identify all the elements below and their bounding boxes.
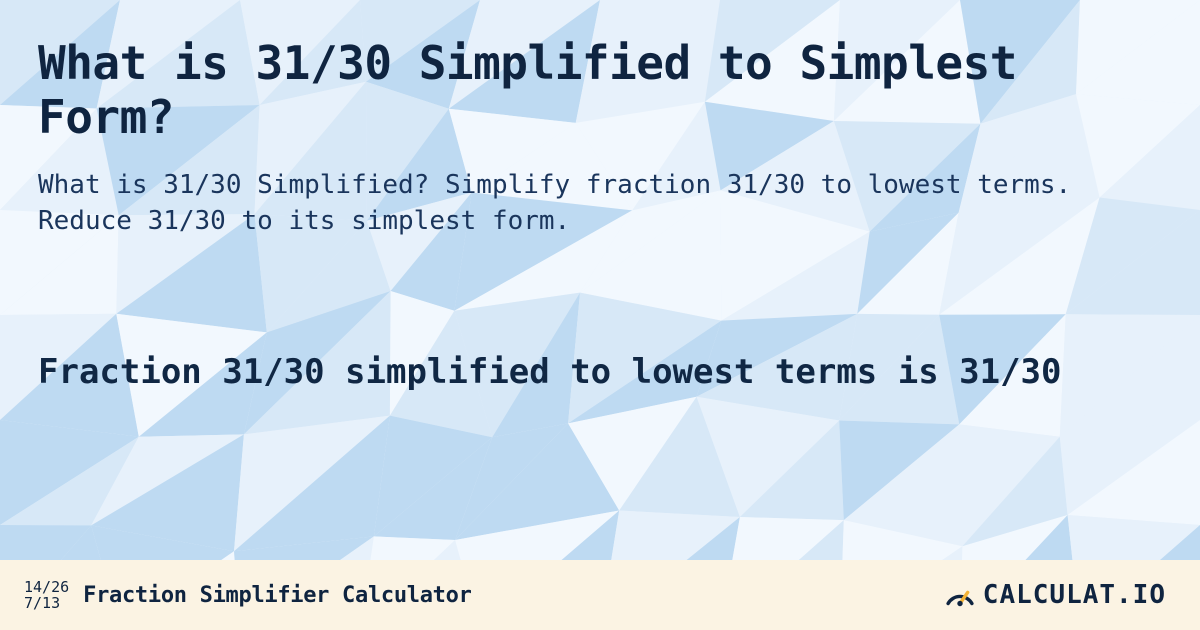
brand-name: CALCULAT: [983, 580, 1116, 610]
footer-title: Fraction Simplifier Calculator: [83, 583, 471, 608]
page-title: What is 31/30 Simplified to Simplest For…: [38, 36, 1162, 145]
footer-logo-fractions: 14/26 7/13: [24, 578, 69, 612]
brand-text: CALCULAT.IO: [983, 580, 1166, 610]
brand-gauge-icon: [943, 578, 977, 612]
brand-suffix: .IO: [1116, 580, 1166, 610]
footer-bar: 14/26 7/13 Fraction Simplifier Calculato…: [0, 560, 1200, 630]
main-content: What is 31/30 Simplified to Simplest For…: [0, 0, 1200, 560]
brand: CALCULAT.IO: [943, 578, 1166, 612]
footer-left: 14/26 7/13 Fraction Simplifier Calculato…: [24, 578, 472, 612]
page-subtitle: What is 31/30 Simplified? Simplify fract…: [38, 167, 1158, 241]
result-heading: Fraction 31/30 simplified to lowest term…: [38, 350, 1158, 394]
footer-logo-bottom: 7/13: [24, 596, 69, 612]
